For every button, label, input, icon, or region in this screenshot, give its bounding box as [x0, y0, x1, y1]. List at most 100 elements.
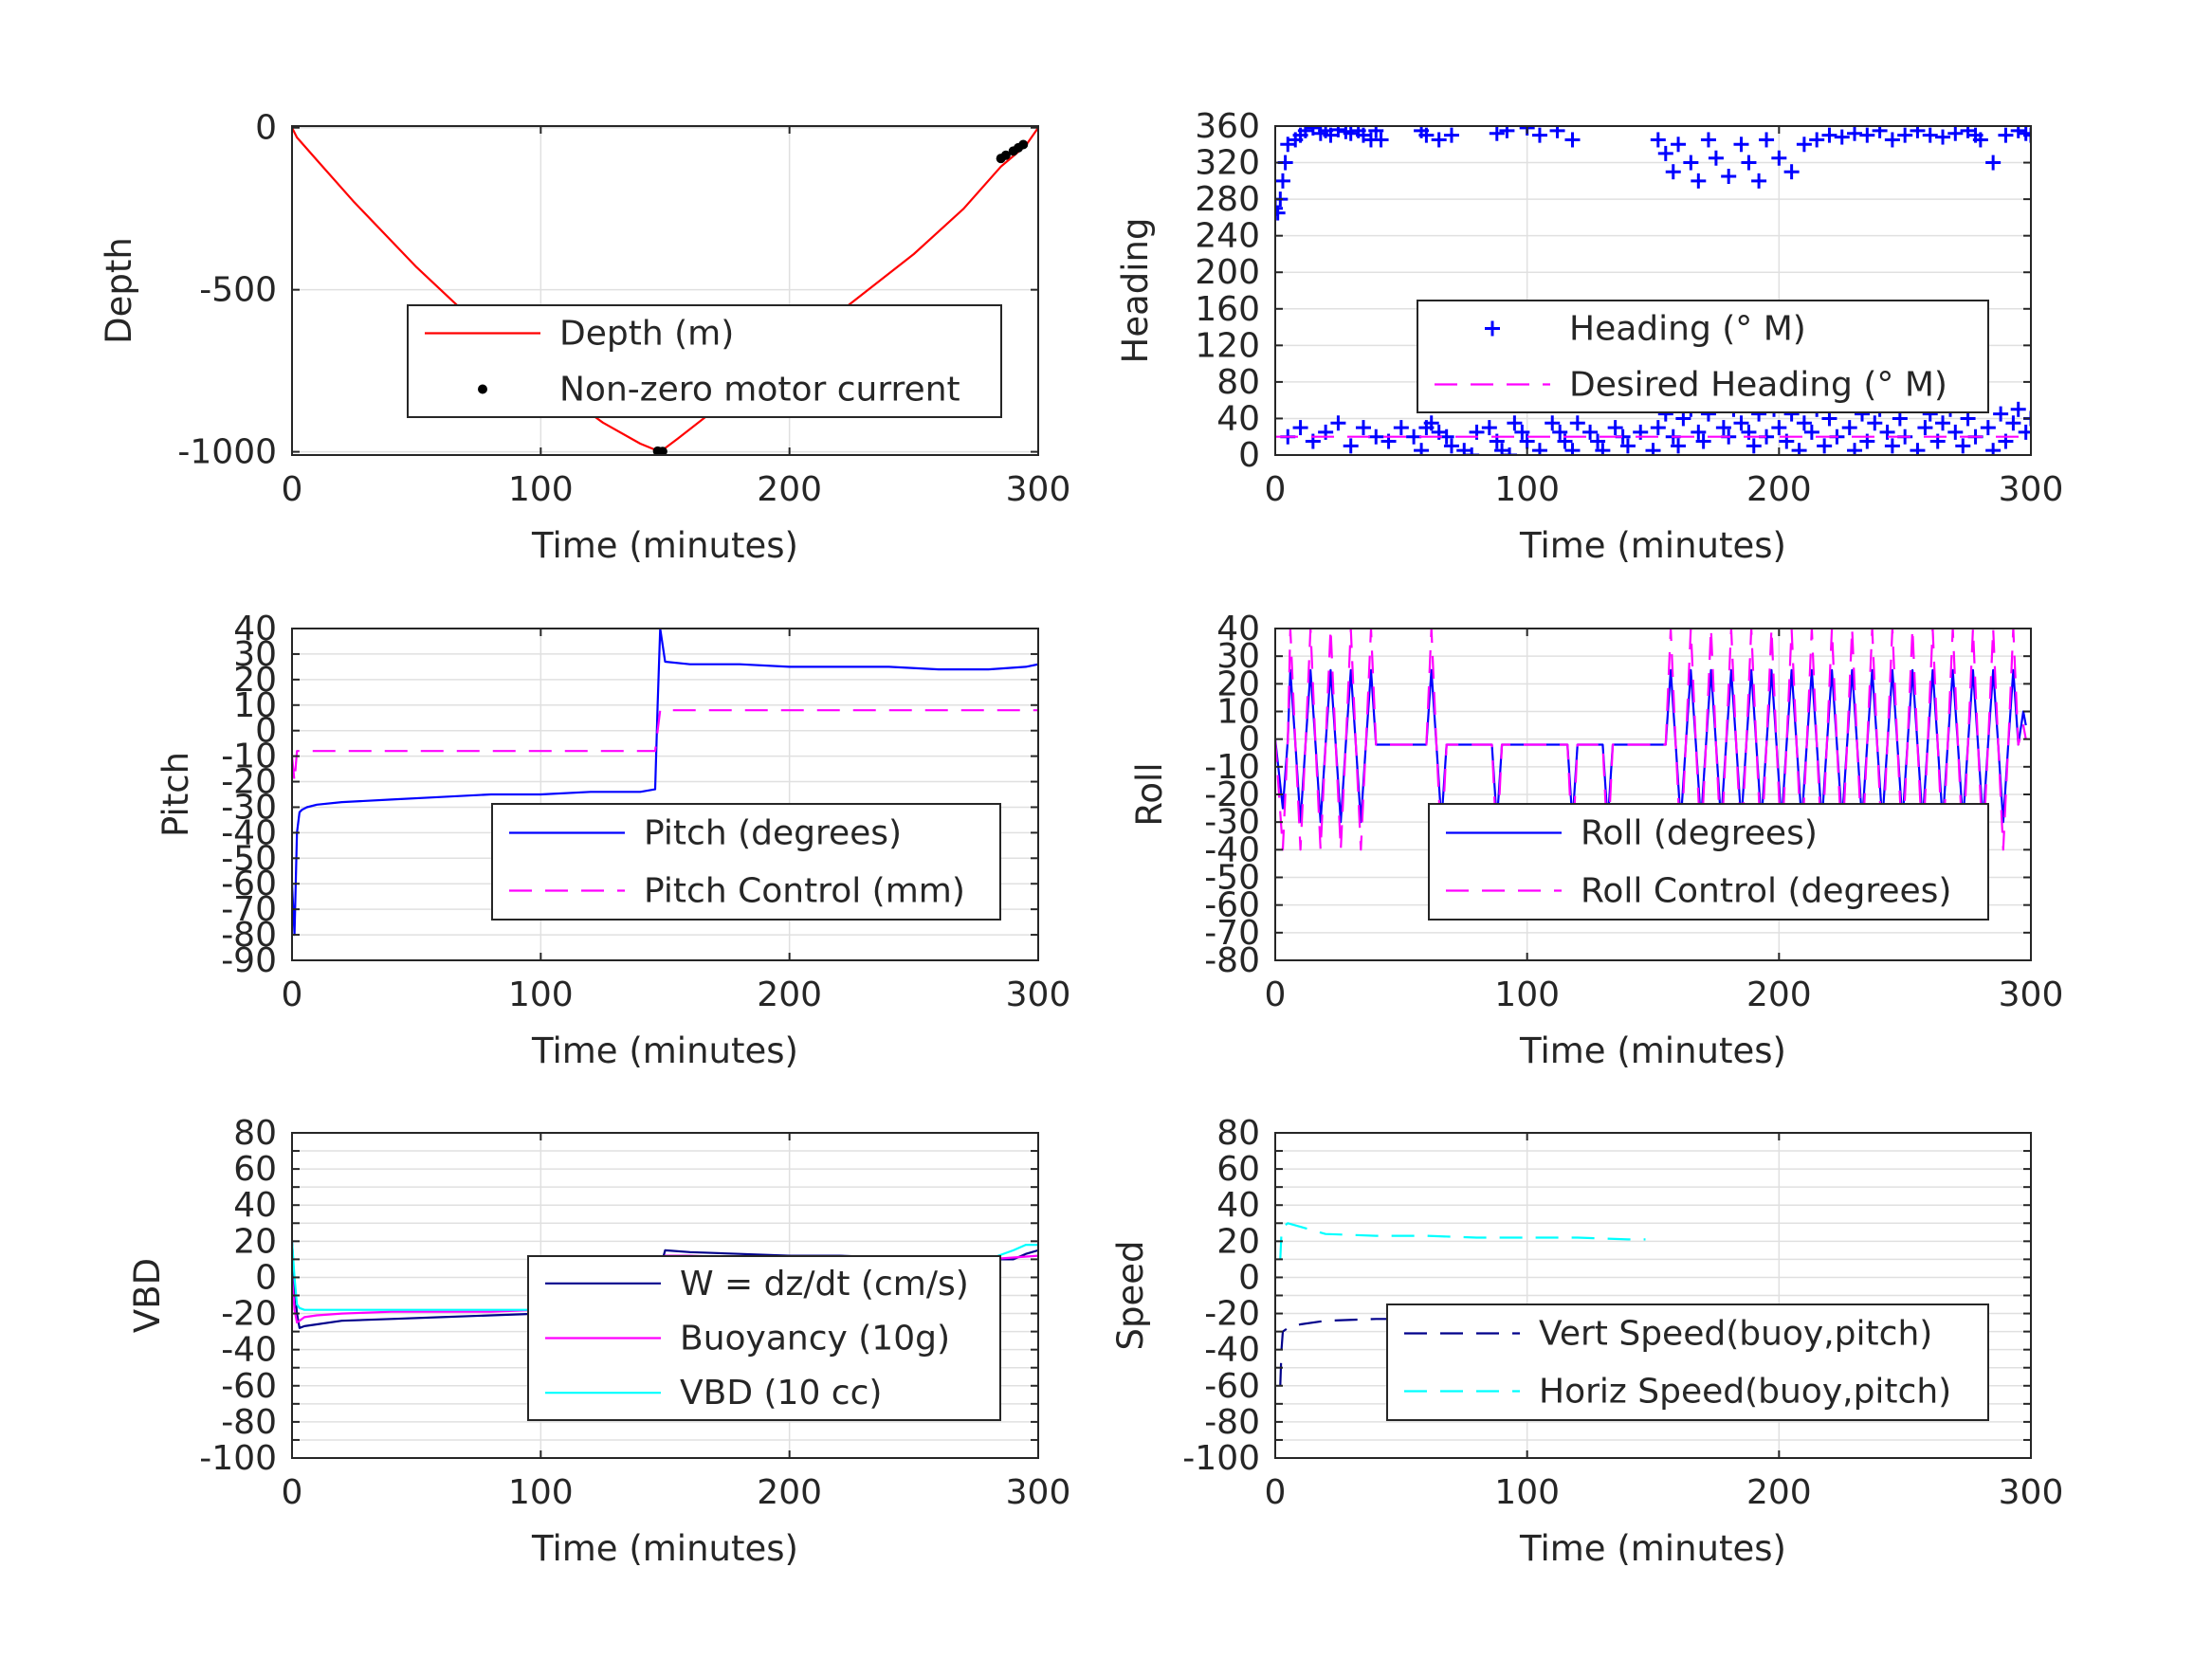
marker-plus	[2010, 126, 2026, 138]
legend-label: Horiz Speed(buoy,pitch)	[1539, 1373, 1951, 1412]
marker-plus	[1368, 428, 1384, 445]
y-tick-label: 120	[1195, 326, 1260, 365]
marker-dot	[657, 447, 667, 455]
marker-plus	[2018, 424, 2031, 440]
marker-plus	[1373, 132, 1389, 148]
marker-plus	[1935, 129, 1951, 145]
y-tick-label: -20	[1204, 775, 1260, 814]
y-axis-label: Roll	[1129, 762, 1170, 826]
legend-label: Pitch Control (mm)	[644, 872, 965, 911]
y-tick-label: 160	[1195, 290, 1260, 329]
y-tick-label: 240	[1195, 217, 1260, 256]
marker-dot	[1018, 139, 1029, 150]
chart-vbd: 0 100 200 300-100-80-60-40-20020406080Time …	[127, 1114, 1070, 1569]
legend-item: W = dz/dt (cm/s)	[545, 1265, 969, 1304]
legend-label: VBD (10 cc)	[680, 1374, 882, 1413]
marker-plus	[1985, 443, 2002, 455]
marker-plus	[1590, 433, 1606, 449]
marker-plus	[1650, 420, 1666, 436]
y-tick-label: -40	[221, 813, 277, 852]
marker-plus	[1947, 126, 1964, 141]
marker-plus	[1531, 127, 1547, 143]
legend: Depth (m) Non-zero motor current	[407, 304, 1002, 418]
x-tick-label: 0	[282, 1473, 303, 1512]
marker-plus	[1499, 126, 1515, 138]
ticks	[291, 628, 1039, 961]
y-axis-label: Depth	[99, 237, 139, 344]
marker-plus	[1867, 415, 1883, 431]
marker-plus	[1796, 137, 1812, 153]
legend-label: Buoyancy (10g)	[680, 1320, 950, 1358]
marker-plus	[1582, 424, 1599, 440]
marker-plus	[1502, 447, 1518, 455]
ticks	[291, 126, 1039, 455]
y-axis-label: Speed	[1110, 1241, 1151, 1351]
chart-speed: 0 100 200 300-100-80-60-40-20020406080Time …	[1110, 1114, 2063, 1569]
marker-plus	[1431, 132, 1447, 148]
marker-plus	[1665, 164, 1681, 180]
marker-dot	[1000, 150, 1011, 160]
marker-plus	[1489, 126, 1505, 141]
x-axis-label: Time (minutes)	[1519, 1030, 1786, 1071]
marker-plus	[1691, 424, 1707, 440]
marker-plus	[1872, 126, 1888, 138]
marker-plus	[2023, 127, 2031, 143]
y-tick-label: -100	[199, 1439, 277, 1478]
marker-plus	[1645, 443, 1661, 455]
y-tick-label: -40	[1204, 1331, 1260, 1370]
series-speed-1	[1279, 1222, 1646, 1260]
marker-plus	[1657, 145, 1673, 161]
legend: W = dz/dt (cm/s) Buoyancy (10g) VBD (10 cc…	[527, 1255, 1001, 1421]
x-tick-label: 100	[1494, 975, 1560, 1014]
marker-plus	[1507, 415, 1523, 431]
marker-plus	[1960, 410, 1976, 427]
marker-plus	[1715, 420, 1731, 436]
legend-box	[407, 304, 1002, 418]
y-tick-label: -70	[1204, 914, 1260, 953]
marker-plus	[1834, 129, 1850, 145]
y-tick-label: 200	[1195, 253, 1260, 292]
y-tick-label: 10	[1216, 693, 1260, 732]
legend-label: Desired Heading (° M)	[1569, 366, 1947, 405]
y-tick-label: 40	[1216, 399, 1260, 438]
x-tick-label: 0	[1265, 975, 1287, 1014]
marker-plus	[1746, 438, 1762, 454]
marker-plus	[1980, 420, 1996, 436]
y-tick-label: 30	[233, 635, 277, 674]
series-pitch-0	[292, 629, 1038, 937]
series-roll-1	[1275, 629, 2027, 851]
marker-plus	[1275, 205, 1286, 221]
y-tick-label: 0	[1238, 436, 1260, 475]
marker-plus	[1564, 132, 1581, 148]
marker-plus	[1751, 173, 1767, 189]
marker-plus	[2005, 415, 2021, 431]
y-tick-label: 40	[1216, 610, 1260, 648]
marker-plus	[1695, 433, 1711, 449]
x-tick-label: 100	[508, 975, 574, 1014]
marker-plus	[1821, 127, 1837, 143]
legend-label: Roll (degrees)	[1581, 814, 1818, 853]
marker-plus	[1443, 438, 1459, 454]
y-tick-label: -500	[199, 271, 277, 310]
chart-depth: 0 100 200 300 0 -500 -1000 Time (minutes) Depth D…	[99, 109, 1070, 566]
marker-plus	[1671, 137, 1687, 153]
x-tick-label: 200	[1746, 975, 1812, 1014]
marker-plus	[1708, 150, 1724, 166]
x-tick-label: 0	[1265, 470, 1287, 509]
y-tick-label: -80	[1204, 1403, 1260, 1442]
marker-plus	[1514, 424, 1530, 440]
marker-plus	[1847, 443, 1863, 455]
marker-plus	[1443, 127, 1459, 143]
legend-box	[491, 803, 1001, 921]
y-tick-label: 0	[255, 1258, 277, 1297]
marker-plus	[1494, 443, 1510, 455]
ticks	[1274, 628, 2032, 961]
y-tick-label: 10	[233, 686, 277, 725]
legend-item: Buoyancy (10g)	[545, 1320, 950, 1358]
marker-plus	[1897, 127, 1913, 143]
marker-plus	[1892, 410, 1908, 427]
y-tick-label: -70	[221, 890, 277, 929]
marker-plus	[1531, 443, 1547, 455]
marker-plus	[1330, 126, 1346, 137]
legend-item: Vert Speed(buoy,pitch)	[1404, 1315, 1932, 1354]
